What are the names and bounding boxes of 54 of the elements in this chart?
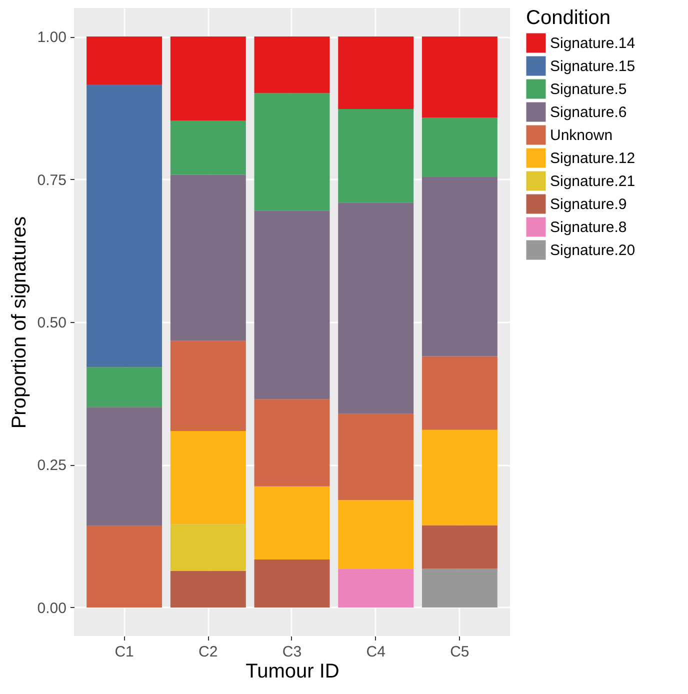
bar bbox=[170, 570, 246, 608]
bar bbox=[338, 500, 414, 569]
y-axis-title: Proportion of signatures bbox=[8, 216, 30, 429]
legend-label: Signature.14 bbox=[550, 35, 636, 52]
bar bbox=[254, 399, 330, 486]
legend-label: Signature.21 bbox=[550, 173, 636, 190]
bar bbox=[422, 176, 498, 356]
y-tick-label: 0.50 bbox=[37, 314, 66, 332]
bar bbox=[338, 109, 414, 203]
y-tick-label: 1.00 bbox=[37, 29, 66, 46]
bar bbox=[338, 202, 414, 414]
legend-label: Signature.6 bbox=[550, 104, 627, 121]
x-axis-title: Tumour ID bbox=[246, 660, 340, 682]
bar bbox=[86, 84, 162, 368]
bar bbox=[170, 36, 246, 120]
y-tick-label: 0.25 bbox=[37, 457, 66, 474]
bar bbox=[170, 340, 246, 432]
legend-label: Signature.20 bbox=[550, 242, 636, 259]
bar bbox=[422, 525, 498, 569]
bar bbox=[170, 120, 246, 175]
bar bbox=[254, 93, 330, 211]
legend-label: Signature.8 bbox=[550, 219, 627, 236]
bar bbox=[86, 367, 162, 408]
legend-label: Signature.9 bbox=[550, 196, 627, 213]
legend-label: Unknown bbox=[550, 127, 613, 144]
legend-label: Signature.15 bbox=[550, 58, 636, 75]
x-tick-label: C2 bbox=[198, 644, 218, 660]
bar bbox=[254, 560, 330, 608]
bar bbox=[422, 568, 498, 608]
bar bbox=[86, 407, 162, 526]
bar bbox=[338, 36, 414, 110]
bar bbox=[170, 431, 246, 524]
bar bbox=[338, 414, 414, 500]
legend-label: Signature.12 bbox=[550, 150, 636, 167]
y-tick-label: 0.75 bbox=[37, 172, 66, 189]
bar bbox=[254, 36, 330, 94]
bar bbox=[338, 568, 414, 608]
bar bbox=[86, 526, 162, 608]
y-tick-label: 0.00 bbox=[37, 600, 66, 617]
legend-title: Condition bbox=[526, 7, 611, 29]
bar bbox=[422, 36, 498, 118]
bar bbox=[422, 430, 498, 526]
bar bbox=[86, 36, 162, 84]
bar bbox=[170, 174, 246, 341]
bar bbox=[254, 486, 330, 560]
x-tick-label: C4 bbox=[366, 644, 386, 660]
bar bbox=[422, 356, 498, 430]
legend-label: Signature.5 bbox=[550, 81, 627, 98]
bar bbox=[422, 118, 498, 177]
bar bbox=[254, 210, 330, 400]
bar bbox=[170, 524, 246, 571]
x-tick-label: C3 bbox=[282, 644, 302, 660]
x-tick-label: C5 bbox=[450, 644, 470, 660]
x-tick-label: C1 bbox=[114, 644, 134, 660]
